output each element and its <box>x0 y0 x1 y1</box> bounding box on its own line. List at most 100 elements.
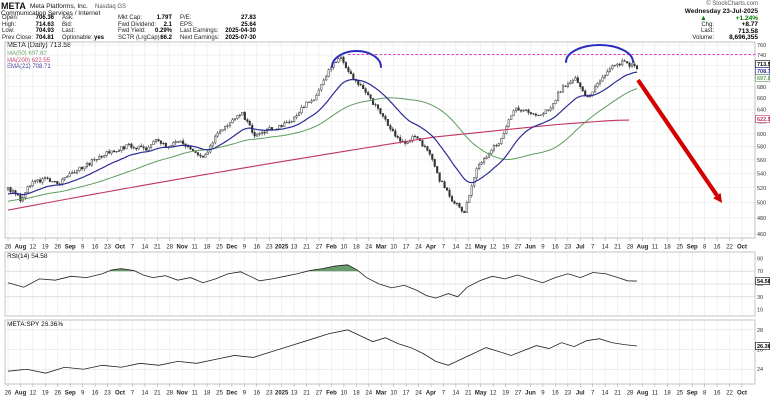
svg-text:Dec: Dec <box>226 245 238 251</box>
svg-text:24: 24 <box>365 245 372 251</box>
svg-text:18: 18 <box>664 245 671 251</box>
svg-text:11: 11 <box>652 245 659 251</box>
svg-text:10: 10 <box>341 245 348 251</box>
date-axis: 26 Aug 12 19 26 Sep 9 16 23 Oct 7 14 21 28 Nov 11 18 25 De… <box>5 238 747 397</box>
svg-text:Feb: Feb <box>326 245 337 251</box>
svg-text:16: 16 <box>714 245 721 251</box>
svg-text:17: 17 <box>403 391 410 397</box>
svg-text:7: 7 <box>591 391 595 397</box>
svg-text:21: 21 <box>614 245 621 251</box>
svg-text:7: 7 <box>591 245 595 251</box>
svg-text:21: 21 <box>614 391 621 397</box>
svg-text:18: 18 <box>204 391 211 397</box>
svg-text:Jun: Jun <box>525 245 536 251</box>
svg-text:10: 10 <box>390 245 397 251</box>
svg-text:26: 26 <box>5 245 12 251</box>
svg-text:Apr: Apr <box>426 391 437 397</box>
svg-text:Sep: Sep <box>687 245 698 251</box>
svg-text:Jul: Jul <box>576 391 585 397</box>
quote-date: Wednesday 23-Jul-2025 <box>684 8 758 15</box>
svg-text:16: 16 <box>92 391 99 397</box>
svg-text:24: 24 <box>365 391 372 397</box>
svg-text:27: 27 <box>515 245 522 251</box>
svg-text:16: 16 <box>552 245 559 251</box>
svg-text:14: 14 <box>602 245 609 251</box>
svg-text:760: 760 <box>757 43 766 49</box>
svg-text:21: 21 <box>465 245 472 251</box>
prevclose-label: Prev Close: <box>2 34 34 41</box>
svg-text:12: 12 <box>490 391 497 397</box>
mktcap-value: 1.79T <box>156 15 172 21</box>
svg-text:24: 24 <box>415 245 422 251</box>
price-axis-labels: 7607407207006806606406206005805605405205… <box>755 43 770 373</box>
svg-text:Mar: Mar <box>376 391 387 397</box>
svg-text:22: 22 <box>726 391 733 397</box>
svg-text:8: 8 <box>703 391 707 397</box>
svg-text:21: 21 <box>154 245 161 251</box>
svg-text:26: 26 <box>54 391 61 397</box>
open-label: Open: <box>2 15 19 21</box>
svg-text:520: 520 <box>757 186 766 192</box>
svg-text:70: 70 <box>757 269 763 275</box>
svg-text:Oct: Oct <box>737 245 747 251</box>
svg-text:Mar: Mar <box>376 245 387 251</box>
svg-text:23: 23 <box>564 245 571 251</box>
ratio-panel <box>5 329 755 374</box>
svg-text:19: 19 <box>42 391 49 397</box>
svg-text:28: 28 <box>757 328 763 334</box>
svg-text:54.58: 54.58 <box>757 279 770 285</box>
svg-text:16: 16 <box>714 391 721 397</box>
svg-text:18: 18 <box>353 391 360 397</box>
company-name: Meta Platforms, Inc. <box>30 3 88 10</box>
ratio-panel-label: META:SPY 26.36% <box>7 321 64 328</box>
svg-text:90: 90 <box>757 256 763 262</box>
nextearn-value: 2025-07-30 <box>225 34 256 41</box>
ma50-line <box>7 88 638 202</box>
svg-text:Aug: Aug <box>15 391 27 397</box>
nextearn-label: Next Earnings: <box>180 34 220 41</box>
svg-text:680: 680 <box>757 85 766 91</box>
svg-text:Aug: Aug <box>637 391 649 397</box>
svg-text:28: 28 <box>166 391 173 397</box>
ma200-line <box>7 119 630 211</box>
svg-text:Nov: Nov <box>176 391 188 397</box>
chart-legend-ma200: MA(200) 622.55 <box>7 57 51 64</box>
chg-value: +8.77 <box>741 21 758 28</box>
exchange: Nasdaq GS <box>95 3 127 10</box>
svg-text:18: 18 <box>204 245 211 251</box>
svg-text:Sep: Sep <box>65 245 76 251</box>
svg-text:500: 500 <box>757 201 766 207</box>
svg-text:26: 26 <box>54 245 61 251</box>
svg-text:540: 540 <box>757 172 766 178</box>
lastearn-value: 2025-04-30 <box>225 28 256 34</box>
svg-text:25: 25 <box>216 391 223 397</box>
svg-text:16: 16 <box>552 391 559 397</box>
sctr-label: SCTR (LrgCap): <box>118 34 162 41</box>
svg-text:23: 23 <box>104 245 111 251</box>
low-label: Low: <box>2 28 15 34</box>
svg-text:18: 18 <box>664 391 671 397</box>
svg-text:Nov: Nov <box>176 245 188 251</box>
optionable-label: Optionable: <box>62 34 93 41</box>
svg-text:19: 19 <box>502 245 509 251</box>
eps-label: EPS: <box>180 21 194 28</box>
svg-text:14: 14 <box>453 245 460 251</box>
eps-value: 25.64 <box>240 21 256 28</box>
svg-text:708.71: 708.71 <box>757 69 770 75</box>
svg-text:25: 25 <box>676 391 683 397</box>
sctr-value: 66.2 <box>160 34 172 41</box>
volume-label: Volume: <box>692 34 714 41</box>
svg-text:May: May <box>475 391 487 397</box>
svg-text:22: 22 <box>726 245 733 251</box>
grid <box>4 41 756 385</box>
svg-text:Oct: Oct <box>115 245 125 251</box>
svg-text:Aug: Aug <box>637 245 649 251</box>
svg-text:23: 23 <box>564 391 571 397</box>
svg-text:9: 9 <box>81 245 85 251</box>
pe-value: 27.83 <box>240 15 256 21</box>
svg-text:11: 11 <box>652 391 659 397</box>
change-percent: +1.24% <box>735 15 758 22</box>
last-label: Last: <box>700 28 714 34</box>
mktcap-label: Mkt Cap: <box>118 15 143 21</box>
